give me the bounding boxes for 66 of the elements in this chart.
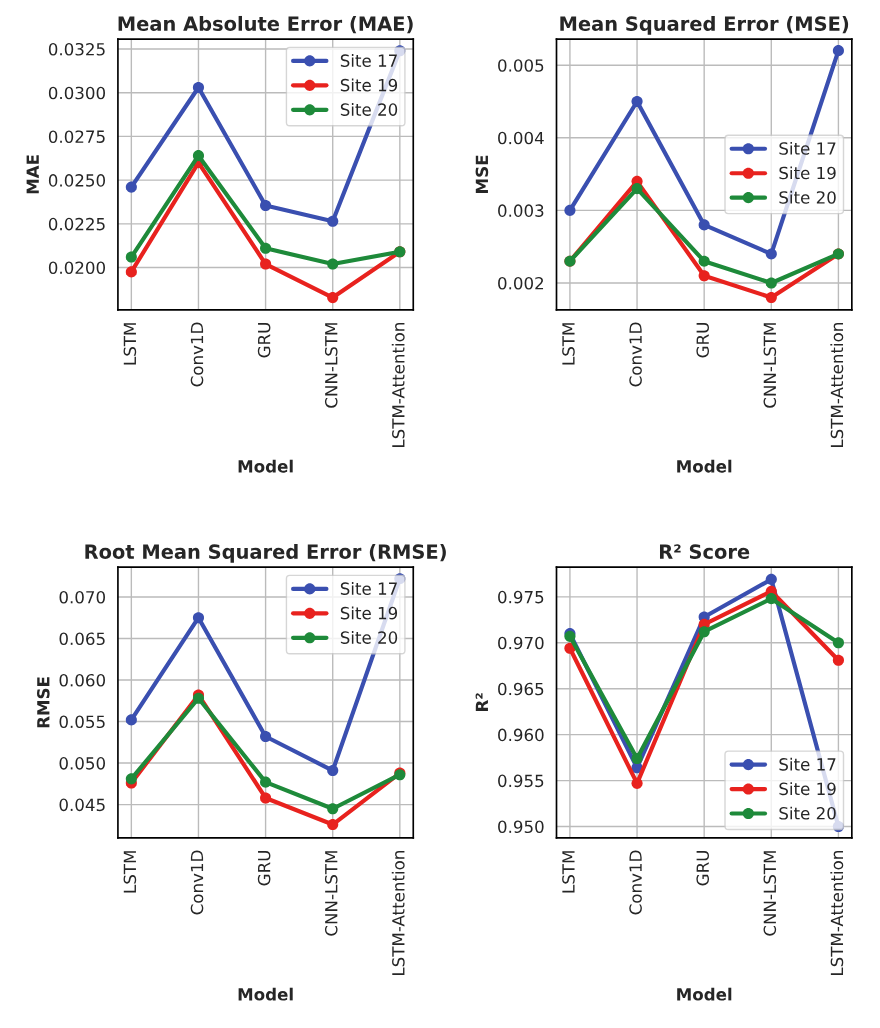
y-axis-title: MAE: [26, 155, 39, 194]
y-tick-label: 0.070: [59, 590, 106, 604]
y-tick-label: 0.060: [59, 673, 106, 687]
x-tick-label: LSTM-Attention: [830, 851, 844, 975]
legend-label: Site 19: [779, 166, 836, 180]
y-tick-label: 0.960: [498, 728, 544, 742]
chart-title: Mean Absolute Error (MAE): [118, 15, 413, 34]
y-tick-label: 0.045: [59, 798, 105, 812]
y-tick-label: 0.002: [498, 276, 544, 290]
y-tick-label: 0.950: [498, 820, 544, 834]
x-tick-label: Conv1D: [190, 850, 204, 915]
x-tick-label: GRU: [257, 851, 271, 886]
x-tick-label: CNN-LSTM: [763, 323, 777, 408]
y-tick-label: 0.975: [498, 590, 544, 604]
y-tick-label: 0.065: [59, 632, 105, 646]
legend-label: Site 17: [340, 54, 397, 67]
x-axis-title: Model: [677, 459, 732, 473]
x-tick-label: Conv1D: [629, 850, 642, 915]
legend-label: Site 19: [340, 78, 398, 92]
y-tick-label: 0.970: [498, 636, 544, 650]
x-tick-label: LSTM: [123, 323, 137, 365]
x-tick-label: GRU: [696, 851, 710, 886]
legend-label: Site 17: [779, 757, 836, 771]
x-axis-title: Model: [238, 987, 293, 1001]
x-tick-label: LSTM: [562, 851, 575, 893]
legend-label: Site 19: [340, 606, 398, 620]
x-tick-label: GRU: [257, 323, 271, 358]
chart-title: R² Score: [659, 544, 750, 559]
legend-label: Site 20: [340, 630, 398, 644]
chart-title: Root Mean Squared Error (RMSE): [85, 543, 446, 563]
y-tick-label: 0.0250: [48, 174, 106, 187]
x-tick-label: GRU: [696, 323, 710, 358]
y-tick-label: 0.0325: [48, 42, 105, 56]
x-tick-label: Conv1D: [190, 322, 204, 387]
legend-label: Site 19: [779, 782, 836, 796]
x-tick-label: LSTM-Attention: [391, 851, 405, 975]
legend-label: Site 20: [779, 190, 836, 204]
y-tick-label: 0.050: [59, 757, 106, 770]
legend-label: Site 20: [779, 806, 836, 820]
x-tick-label: Conv1D: [629, 322, 642, 387]
y-tick-label: 0.0200: [48, 261, 106, 275]
x-tick-label: LSTM-Attention: [830, 323, 844, 447]
y-axis-title: RMSE: [37, 677, 50, 728]
y-tick-label: 0.955: [498, 774, 544, 788]
x-tick-label: LSTM: [562, 323, 575, 365]
x-axis-title: Model: [238, 459, 293, 473]
legend-label: Site 20: [340, 102, 398, 116]
y-tick-label: 0.0275: [48, 130, 105, 143]
x-tick-label: LSTM: [123, 851, 137, 893]
y-tick-label: 0.003: [498, 204, 544, 217]
x-axis-title: Model: [677, 987, 732, 1001]
y-tick-label: 0.0225: [48, 217, 105, 231]
y-tick-label: 0.005: [498, 59, 544, 72]
x-tick-label: CNN-LSTM: [324, 851, 338, 936]
legend-label: Site 17: [340, 582, 397, 595]
x-tick-label: CNN-LSTM: [324, 323, 338, 408]
y-tick-label: 0.004: [498, 131, 544, 145]
y-axis-title: R²: [475, 693, 488, 711]
legend-label: Site 17: [779, 141, 836, 155]
chart-title: Mean Squared Error (MSE): [560, 15, 849, 35]
y-axis-title: MSE: [475, 155, 489, 193]
y-tick-label: 0.965: [498, 682, 544, 696]
y-tick-label: 0.055: [59, 715, 105, 729]
x-tick-label: LSTM-Attention: [391, 323, 405, 447]
y-tick-label: 0.0300: [48, 86, 106, 100]
x-tick-label: CNN-LSTM: [763, 851, 777, 936]
